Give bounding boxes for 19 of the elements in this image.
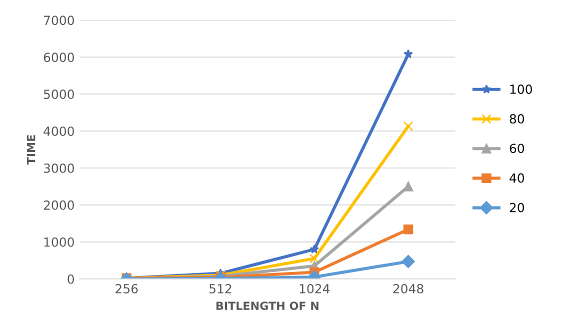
y-tick-label: 5000 xyxy=(44,90,74,100)
y-axis-title: TIME xyxy=(27,135,36,165)
x-tick-label: 2048 xyxy=(393,284,424,294)
legend-label: 80 xyxy=(510,114,524,124)
y-tick-label: 2000 xyxy=(44,200,74,210)
y-tick-label: 0 xyxy=(68,274,74,284)
y-tick-label: 3000 xyxy=(44,163,74,173)
legend-label: 100 xyxy=(510,84,532,94)
x-tick-label: 1024 xyxy=(300,284,330,294)
legend-label: 60 xyxy=(510,144,524,154)
x-axis-title: BITLENGTH OF N xyxy=(216,302,318,310)
y-tick-label: 6000 xyxy=(44,52,74,62)
x-tick-label: 256 xyxy=(116,284,138,294)
y-tick-label: 1000 xyxy=(44,237,74,247)
y-tick-label: 7000 xyxy=(44,16,74,26)
legend-label: 20 xyxy=(510,202,524,212)
x-tick-label: 512 xyxy=(210,284,232,294)
y-tick-label: 4000 xyxy=(44,126,74,136)
legend-label: 40 xyxy=(510,173,524,183)
